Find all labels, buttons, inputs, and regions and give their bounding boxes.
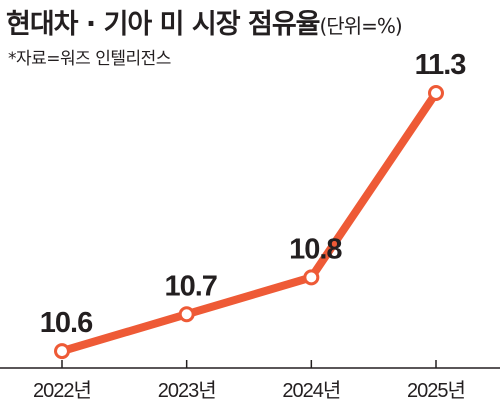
- x-tick-label: 2025년: [407, 379, 465, 402]
- chart-unit: (단위=%): [319, 14, 403, 38]
- data-label: 11.3: [415, 49, 467, 81]
- data-label: 10.7: [164, 270, 216, 302]
- data-point: [428, 85, 444, 101]
- data-point: [178, 306, 195, 323]
- data-point: [54, 343, 70, 360]
- chart-source: *자료=워즈 인텔리전스: [8, 49, 171, 69]
- chart-title: 현대차 · 기아 미 시장 점유율(단위=%): [6, 2, 403, 41]
- x-tick-label: 2022년: [33, 379, 91, 402]
- x-tick-label: 2024년: [282, 379, 340, 402]
- data-label: 10.8: [289, 233, 342, 265]
- data-label: 10.6: [40, 307, 93, 339]
- data-point: [303, 269, 320, 286]
- series-line: [58, 89, 440, 356]
- x-tick-label: 2023년: [158, 379, 216, 402]
- chart-title-main: 현대차 · 기아 미 시장 점유율: [6, 9, 320, 40]
